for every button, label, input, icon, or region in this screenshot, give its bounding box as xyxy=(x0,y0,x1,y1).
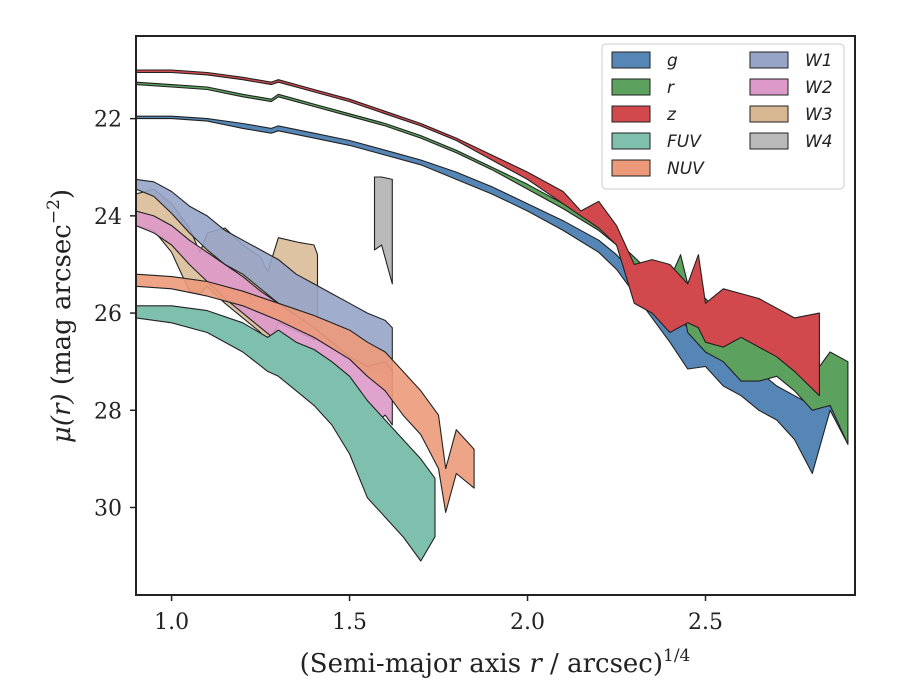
x-tick-label: 2.5 xyxy=(688,610,723,635)
legend-swatch-fuv xyxy=(611,132,651,150)
x-tick-label: 1.5 xyxy=(332,610,367,635)
legend-label-g: g xyxy=(667,51,678,71)
legend-label-z: z xyxy=(666,105,677,125)
y-axis-ticks: 22 24 26 28 30 xyxy=(94,108,136,522)
y-tick-label: 26 xyxy=(94,302,122,327)
y-tick-label: 24 xyxy=(94,205,122,230)
y-tick-label: 22 xyxy=(94,108,122,133)
legend-label-w3: W3 xyxy=(805,105,833,125)
legend-swatch-w1 xyxy=(749,51,789,69)
x-axis-ticks: 1.0 1.5 2.0 2.5 xyxy=(154,595,723,635)
legend-swatch-g xyxy=(611,51,651,69)
legend-swatch-w3 xyxy=(749,105,789,123)
legend-swatch-nuv xyxy=(611,159,651,177)
legend-label-w4: W4 xyxy=(805,132,833,152)
x-tick-label: 2.0 xyxy=(510,610,545,635)
profile-bands xyxy=(136,69,849,562)
legend-swatch-z xyxy=(611,105,651,123)
legend-label-w2: W2 xyxy=(805,78,833,98)
legend-swatch-w2 xyxy=(749,78,789,96)
x-axis-label: (Semi-major axis r / arcsec)1/4 xyxy=(300,646,691,679)
band-r xyxy=(136,81,849,445)
band-w4 xyxy=(373,176,393,285)
y-axis-label: μ(r) (mag arcsec−2) xyxy=(44,189,77,443)
band-nuv xyxy=(136,273,475,513)
legend-swatch-r xyxy=(611,78,651,96)
legend-label-nuv: NUV xyxy=(667,159,705,179)
legend-label-w1: W1 xyxy=(805,51,833,71)
legend-label-r: r xyxy=(667,78,675,98)
legend: grz FUV NUV W1 W2 W3 W4 xyxy=(601,43,845,190)
y-tick-label: 28 xyxy=(94,399,122,424)
legend-label-fuv: FUV xyxy=(667,132,702,152)
legend-swatch-w4 xyxy=(749,132,789,150)
plot-frame xyxy=(135,35,856,596)
band-z xyxy=(136,69,820,397)
y-tick-label: 30 xyxy=(94,497,122,522)
x-tick-label: 1.0 xyxy=(154,610,189,635)
band-fuv xyxy=(136,305,436,562)
